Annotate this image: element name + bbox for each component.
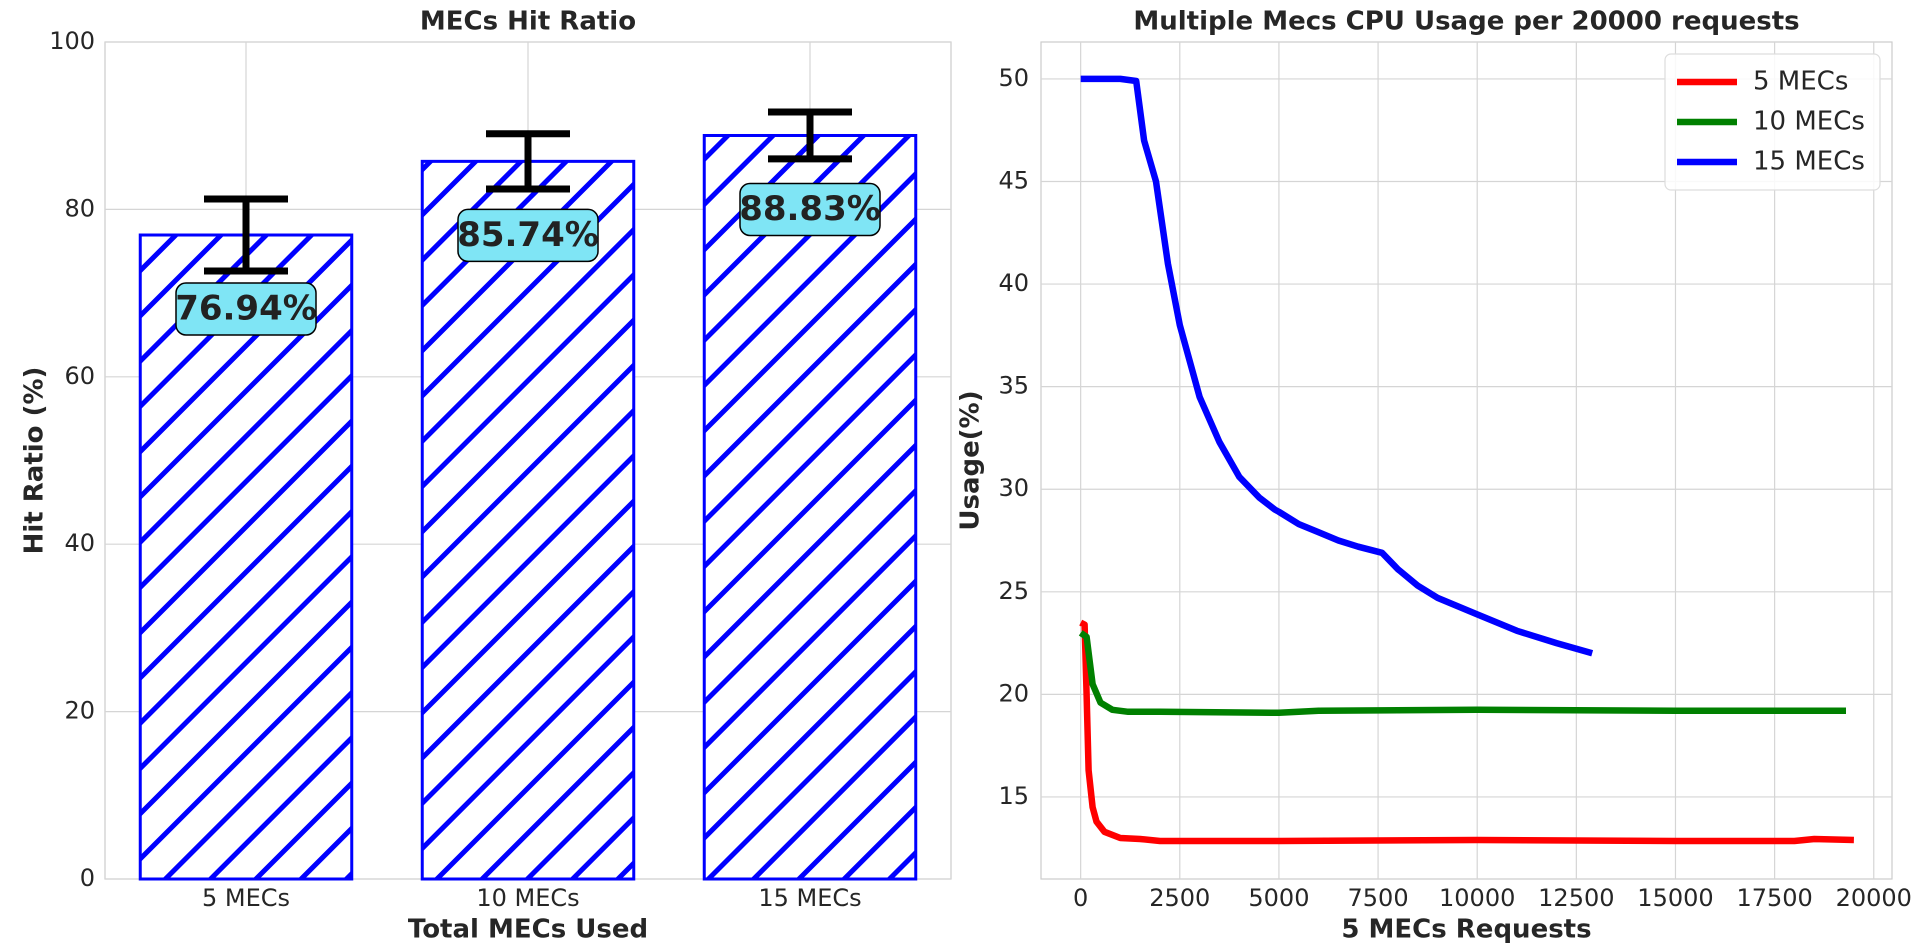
y-axis-label: Usage(%) — [956, 390, 986, 530]
y-tick-label: 45 — [998, 167, 1029, 195]
value-label: 85.74% — [457, 215, 599, 255]
bar — [420, 159, 636, 881]
x-tick-label: 12500 — [1538, 884, 1614, 912]
legend: 5 MECs 10 MECs 15 MECs — [1664, 53, 1881, 191]
line-series — [1080, 75, 1594, 657]
x-tick-label: 7500 — [1348, 884, 1409, 912]
x-tick-label: 15 MECs — [758, 884, 861, 912]
value-label-box — [739, 182, 881, 237]
x-axis-label: Total MECs Used — [408, 915, 648, 945]
y-tick-label: 40 — [998, 269, 1029, 297]
y-tick-label: 60 — [64, 362, 95, 390]
x-tick-label: 15000 — [1637, 884, 1713, 912]
x-tick-label: 5000 — [1248, 884, 1309, 912]
x-tick-label: 20000 — [1836, 884, 1912, 912]
value-label-box — [175, 282, 317, 336]
y-tick-label: 30 — [998, 474, 1029, 502]
legend-text: 5 MECs — [1753, 67, 1848, 97]
x-axis-label: 5 MECs Requests — [1341, 915, 1591, 945]
legend-frame — [1664, 53, 1881, 191]
value-label-box — [457, 208, 599, 263]
y-tick-label: 15 — [998, 782, 1029, 810]
y-axis-label: Hit Ratio (%) — [20, 367, 50, 555]
bar — [702, 133, 918, 881]
y-tick-label: 80 — [64, 194, 95, 222]
x-tick-label: 10000 — [1439, 884, 1515, 912]
x-tick-label: 0 — [1073, 884, 1088, 912]
y-tick-label: 40 — [64, 529, 95, 557]
x-tick-label: 5 MECs — [202, 884, 290, 912]
x-tick-label: 2500 — [1149, 884, 1210, 912]
value-label: 76.94% — [175, 289, 317, 329]
chart-title: MECs Hit Ratio — [420, 7, 636, 37]
y-tick-label: 35 — [998, 372, 1029, 400]
x-tick-label: 17500 — [1736, 884, 1812, 912]
error-bar — [768, 108, 852, 163]
value-label: 88.83% — [739, 189, 881, 229]
bar-group: 85.74% — [420, 130, 636, 881]
error-bar — [204, 195, 288, 275]
legend-text: 15 MECs — [1753, 147, 1865, 177]
bar — [138, 233, 354, 881]
line-series — [1079, 619, 1854, 845]
error-bar — [486, 130, 570, 193]
y-tick-label: 20 — [998, 679, 1029, 707]
bar-group: 88.83% — [702, 108, 918, 881]
y-tick-label: 25 — [998, 577, 1029, 605]
y-tick-label: 0 — [80, 864, 95, 892]
y-tick-label: 20 — [64, 697, 95, 725]
chart-title: Multiple Mecs CPU Usage per 20000 reques… — [1133, 7, 1799, 37]
line-series — [1078, 630, 1846, 717]
y-tick-label: 100 — [49, 27, 95, 55]
bar-group: 76.94% — [138, 195, 354, 881]
x-tick-label: 10 MECs — [476, 884, 579, 912]
legend-text: 10 MECs — [1753, 107, 1865, 137]
y-tick-label: 50 — [998, 64, 1029, 92]
